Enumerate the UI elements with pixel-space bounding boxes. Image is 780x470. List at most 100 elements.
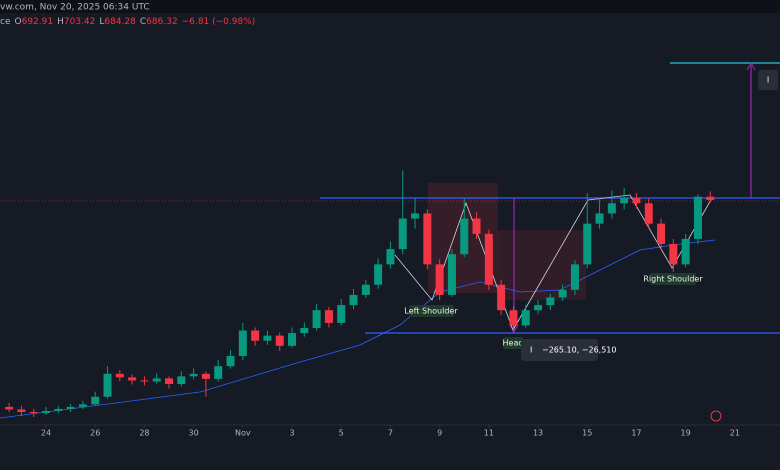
x-tick-label: 13 bbox=[533, 429, 543, 438]
candle-body bbox=[460, 218, 469, 255]
candle-body bbox=[534, 305, 543, 311]
candle-body bbox=[54, 408, 63, 411]
candle-body bbox=[337, 305, 346, 323]
x-tick-label: 15 bbox=[582, 429, 592, 438]
candle-body bbox=[5, 406, 14, 410]
candle-body bbox=[484, 233, 493, 285]
x-tick-label: 28 bbox=[139, 429, 149, 438]
symbol: ce bbox=[0, 17, 11, 27]
ohlc-key: O bbox=[15, 17, 22, 27]
candle-body bbox=[669, 244, 678, 265]
candle-body bbox=[521, 310, 530, 326]
candle-body bbox=[607, 203, 616, 214]
candle-body bbox=[78, 404, 87, 407]
candle-body bbox=[435, 264, 444, 295]
ohlc-value: 703.42 bbox=[64, 17, 96, 27]
x-tick-label: Nov bbox=[235, 429, 251, 438]
candle-body bbox=[263, 335, 272, 341]
ohlc-value: 684.28 bbox=[104, 17, 136, 27]
x-tick-label: 19 bbox=[681, 429, 691, 438]
ohlc-key: L bbox=[99, 17, 104, 27]
candle-body bbox=[42, 410, 51, 414]
candle-body bbox=[288, 333, 297, 346]
candle-body bbox=[165, 378, 174, 384]
measure-tooltip bbox=[521, 339, 598, 361]
ohlc-line: ce O692.91 H703.42 L684.28 C686.32 −6.81 (−0.… bbox=[0, 17, 255, 27]
candle-body bbox=[509, 310, 518, 326]
ohlc-value: 686.32 bbox=[146, 17, 178, 27]
candle-body bbox=[91, 396, 100, 405]
candle-body bbox=[300, 328, 309, 334]
candle-body bbox=[558, 289, 567, 298]
candle-body bbox=[189, 373, 198, 377]
tool-button[interactable] bbox=[758, 70, 778, 90]
candle-body bbox=[66, 406, 75, 409]
candle-body bbox=[595, 213, 604, 224]
candle-body bbox=[128, 377, 137, 381]
change: −6.81 (−0.98%) bbox=[182, 17, 256, 27]
candles bbox=[5, 170, 715, 418]
candle-body bbox=[226, 356, 235, 367]
candle-body bbox=[201, 373, 210, 379]
x-tick-label: 17 bbox=[631, 429, 641, 438]
measure-text: −265.10, −26,510 bbox=[542, 346, 616, 355]
candle-body bbox=[632, 198, 641, 204]
x-tick-label: 3 bbox=[289, 429, 294, 438]
x-tick-label: 7 bbox=[388, 429, 393, 438]
x-tick-label: 21 bbox=[730, 429, 740, 438]
candle-body bbox=[349, 294, 358, 306]
candle-body bbox=[312, 310, 321, 328]
x-tick-label: 11 bbox=[484, 429, 494, 438]
label-box bbox=[503, 337, 523, 349]
candle-body bbox=[251, 330, 260, 341]
replay-icon[interactable] bbox=[710, 410, 722, 422]
candle-body bbox=[657, 223, 666, 244]
top-bar bbox=[0, 0, 780, 13]
x-tick-label: 26 bbox=[90, 429, 100, 438]
x-tick-label: 24 bbox=[41, 429, 51, 438]
tooltip-icon: I bbox=[530, 346, 532, 355]
candle-body bbox=[497, 284, 506, 311]
source: vw.com, Nov 20, 2025 06:34 UTC bbox=[0, 3, 150, 13]
candle-body bbox=[644, 203, 653, 224]
ohlc-value: 692.91 bbox=[22, 17, 54, 27]
candle-body bbox=[275, 335, 284, 346]
ohlc-key: C bbox=[140, 17, 146, 27]
candle-body bbox=[238, 330, 247, 356]
candle-body bbox=[324, 310, 333, 323]
candle-body bbox=[546, 297, 555, 306]
candle-body bbox=[620, 198, 629, 204]
annotation: Head bbox=[503, 339, 524, 348]
candle-body bbox=[29, 412, 38, 414]
arrow-head bbox=[746, 61, 756, 71]
candle-body bbox=[570, 264, 579, 290]
candle-body bbox=[472, 218, 481, 234]
moving-average bbox=[0, 239, 716, 419]
candle-body bbox=[361, 284, 370, 295]
candle-body bbox=[17, 409, 26, 412]
candle-body bbox=[583, 223, 592, 265]
x-tick-label: 9 bbox=[437, 429, 442, 438]
annotation: Left Shoulder bbox=[404, 307, 458, 316]
candle-body bbox=[693, 196, 702, 239]
candle-body bbox=[386, 249, 395, 265]
label-box bbox=[409, 305, 454, 317]
label-box bbox=[650, 273, 696, 285]
candle-body bbox=[214, 366, 223, 379]
arrow-head bbox=[509, 324, 519, 334]
candle-body bbox=[374, 264, 383, 285]
candle-body bbox=[140, 380, 149, 382]
candle-body bbox=[447, 254, 456, 295]
candle-body bbox=[411, 213, 420, 219]
candle-body bbox=[706, 196, 715, 201]
candle-body bbox=[681, 238, 690, 265]
candle-body bbox=[177, 376, 186, 384]
x-tick-label: 30 bbox=[189, 429, 199, 438]
ohlc-key: H bbox=[57, 17, 64, 27]
candle-body bbox=[152, 378, 161, 382]
x-tick-label: 5 bbox=[339, 429, 344, 438]
annotation: Right Shoulder bbox=[643, 275, 703, 284]
candle-body bbox=[115, 373, 124, 378]
